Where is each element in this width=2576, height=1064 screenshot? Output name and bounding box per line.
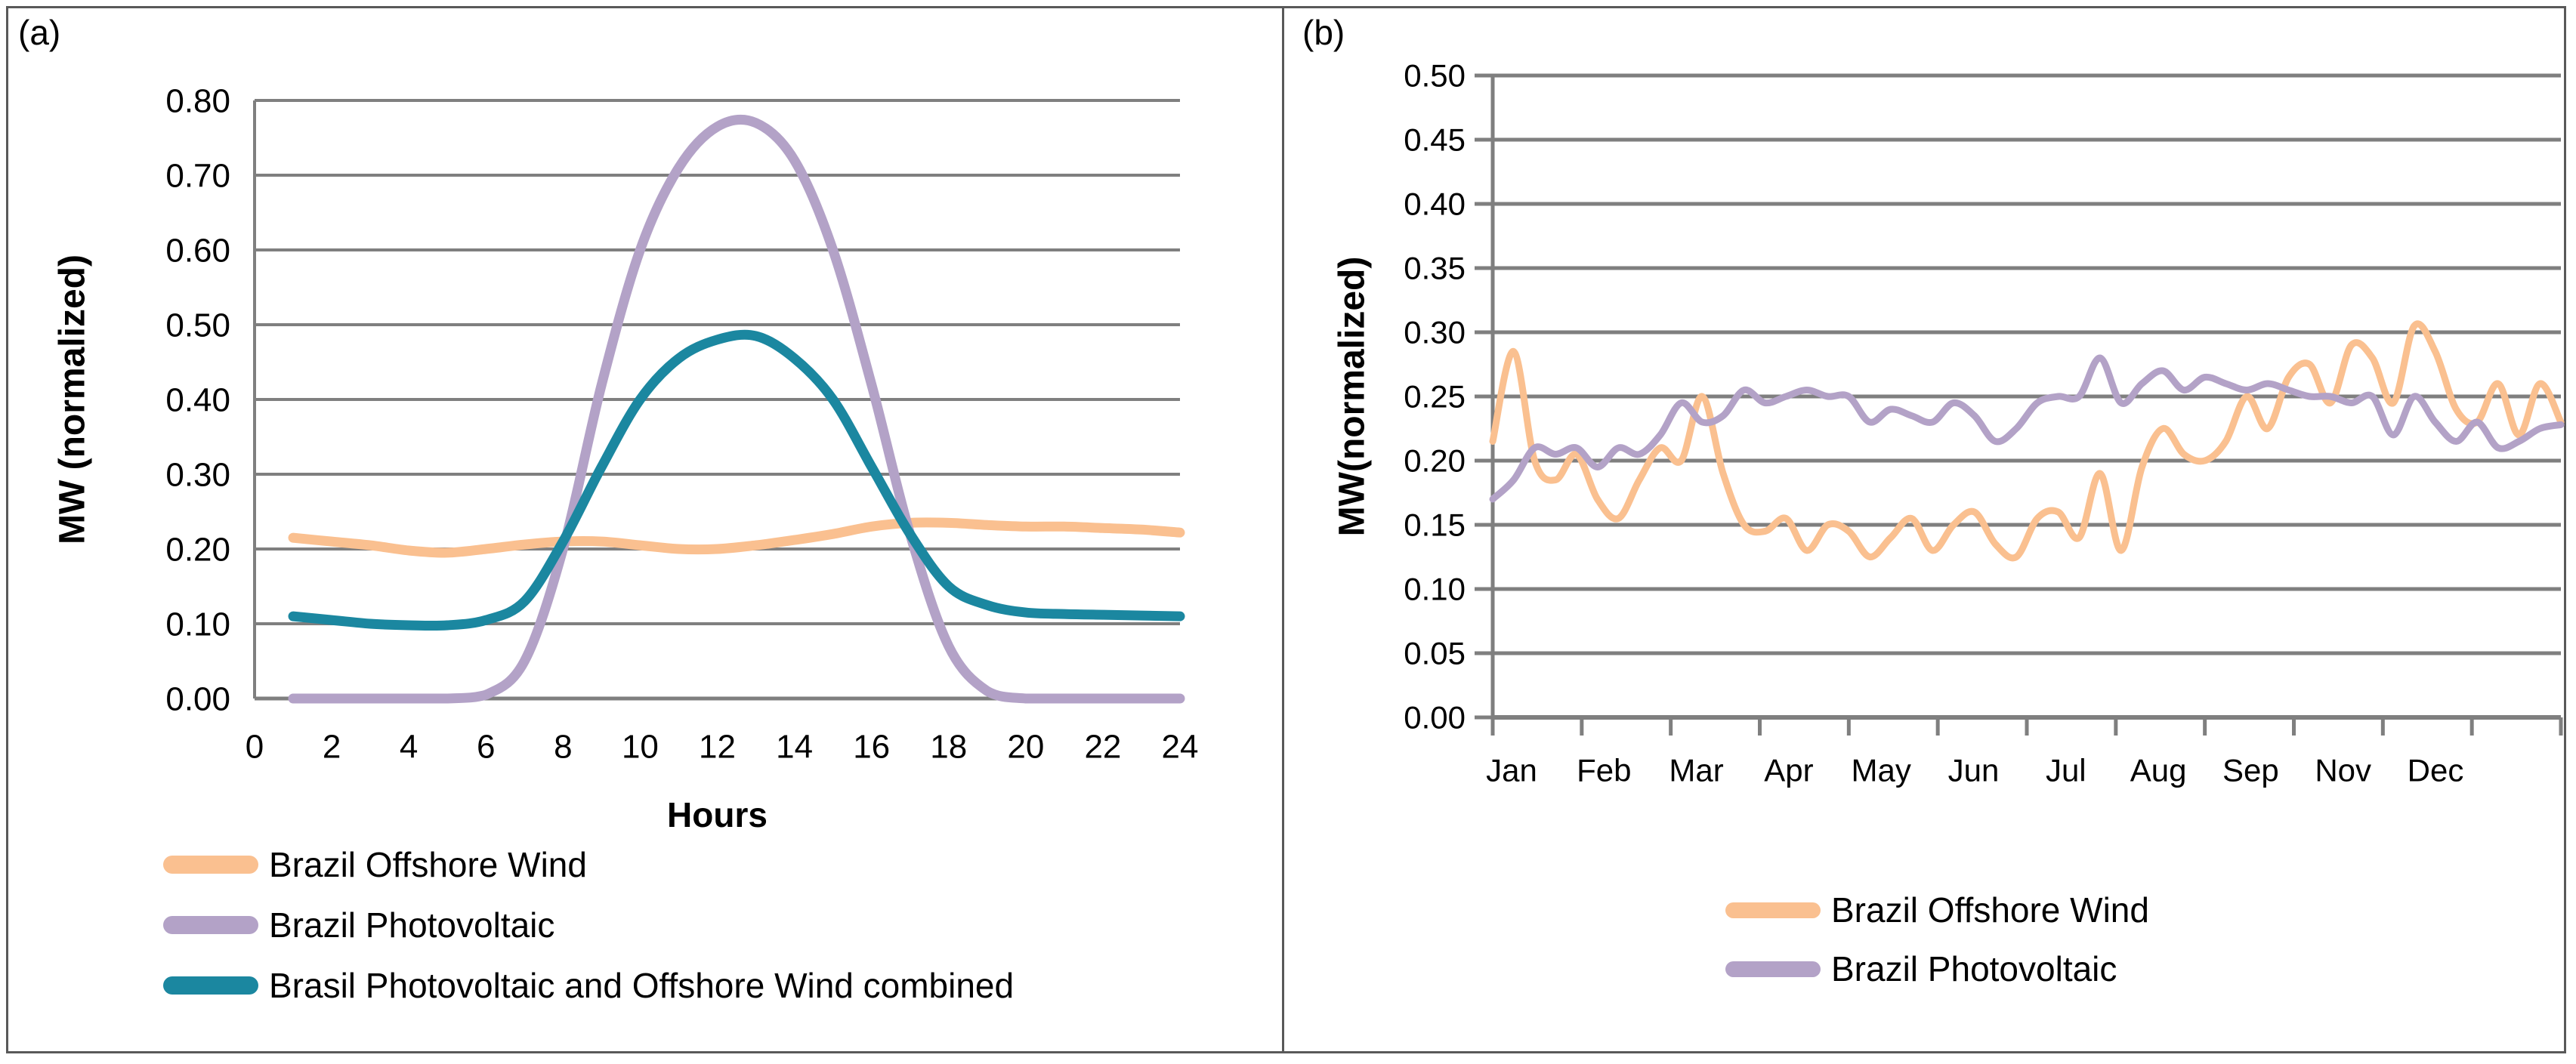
y-tick-label: 0.80 bbox=[165, 82, 230, 119]
x-tick-label: 4 bbox=[400, 728, 418, 765]
y-tick-label: 0.15 bbox=[1404, 507, 1466, 543]
figure-border bbox=[6, 6, 2566, 1053]
y-tick-label: 0.50 bbox=[165, 307, 230, 344]
legend-item: Brazil Offshore Wind bbox=[1725, 890, 2149, 930]
y-tick-label: 0.10 bbox=[1404, 572, 1466, 607]
legend-swatch bbox=[163, 856, 258, 874]
y-tick-label: 0.60 bbox=[165, 232, 230, 269]
panel-divider bbox=[1282, 6, 1284, 1053]
legend-label: Brazil Photovoltaic bbox=[269, 905, 555, 945]
chart-a-canvas: 0.800.700.600.500.400.300.200.100.000 2 4 6… bbox=[165, 82, 1199, 765]
panel-b-y-axis-title: MW(normalized) bbox=[1332, 256, 1373, 537]
x-tick-label: 8 bbox=[554, 728, 572, 765]
x-tick-label: Sep bbox=[2222, 753, 2279, 788]
panel-b-legend: Brazil Offshore Wind Brazil Photovoltaic bbox=[1725, 890, 2149, 989]
x-tick-label: Jan bbox=[1486, 753, 1537, 788]
x-tick-label: 12 bbox=[699, 728, 736, 765]
legend-item: Brasil Photovoltaic and Offshore Wind co… bbox=[163, 965, 1014, 1006]
y-tick-label: 0.30 bbox=[1404, 315, 1466, 350]
y-tick-label: 0.50 bbox=[1404, 58, 1466, 94]
x-tick-label: 10 bbox=[622, 728, 659, 765]
x-tick-label: Nov bbox=[2315, 753, 2371, 788]
x-tick-label: Mar bbox=[1669, 753, 1723, 788]
x-tick-label: Aug bbox=[2130, 753, 2187, 788]
x-tick-label: Jul bbox=[2046, 753, 2086, 788]
legend-swatch bbox=[163, 976, 258, 995]
x-tick-label: Apr bbox=[1764, 753, 1813, 788]
y-tick-label: 0.45 bbox=[1404, 122, 1466, 158]
y-tick-label: 0.30 bbox=[165, 456, 230, 493]
x-tick-label: Feb bbox=[1577, 753, 1631, 788]
x-tick-label: 0 bbox=[246, 728, 264, 765]
panel-a-tag: (a) bbox=[18, 13, 61, 52]
panel-a-legend: Brazil Offshore Wind Brazil Photovoltaic B… bbox=[163, 844, 1014, 1006]
y-tick-label: 0.00 bbox=[165, 680, 230, 717]
panel-a-x-axis-title: Hours bbox=[667, 795, 768, 834]
legend-swatch bbox=[163, 916, 258, 934]
x-tick-label: 24 bbox=[1162, 728, 1199, 765]
series-line-brazil-offshore-wind bbox=[288, 517, 1185, 558]
legend-label: Brasil Photovoltaic and Offshore Wind co… bbox=[269, 966, 1015, 1005]
y-tick-label: 0.70 bbox=[165, 157, 230, 194]
legend-label: Brazil Photovoltaic bbox=[1831, 949, 2117, 988]
x-tick-label: Dec bbox=[2408, 753, 2464, 788]
series-line-brazil-offshore-wind bbox=[1489, 320, 2565, 562]
x-tick-label: Jun bbox=[1948, 753, 2000, 788]
x-tick-label: 6 bbox=[477, 728, 495, 765]
panel-a-y-axis-title: MW (normalized) bbox=[52, 254, 93, 544]
y-tick-label: 0.10 bbox=[165, 606, 230, 643]
x-tick-label: 2 bbox=[323, 728, 341, 765]
legend-item: Brazil Offshore Wind bbox=[163, 844, 1014, 885]
chart-b-canvas: 0.50 0.45 0.40 0.35 0.30 0.25 0.20 0.15 0.10 0.05… bbox=[1404, 58, 2565, 788]
legend-item: Brazil Photovoltaic bbox=[1725, 948, 2149, 989]
legend-label: Brazil Offshore Wind bbox=[269, 845, 587, 884]
series-line-brasil-photovoltaic-and-offshore-wind-combined bbox=[288, 329, 1185, 631]
panel-b-tag: (b) bbox=[1302, 13, 1345, 52]
y-tick-label: 0.40 bbox=[1404, 187, 1466, 222]
y-tick-label: 0.00 bbox=[1404, 700, 1466, 736]
y-tick-label: 0.20 bbox=[1404, 443, 1466, 479]
legend-swatch bbox=[1725, 961, 1821, 977]
y-tick-label: 0.35 bbox=[1404, 251, 1466, 286]
x-tick-label: 20 bbox=[1007, 728, 1044, 765]
series-line-brazil-photovoltaic bbox=[1489, 354, 2565, 503]
y-tick-label: 0.05 bbox=[1404, 636, 1466, 671]
x-tick-label: 18 bbox=[930, 728, 967, 765]
legend-label: Brazil Offshore Wind bbox=[1831, 890, 2149, 930]
legend-swatch bbox=[1725, 902, 1821, 918]
legend-item: Brazil Photovoltaic bbox=[163, 905, 1014, 945]
x-tick-label: 16 bbox=[853, 728, 890, 765]
x-tick-label: May bbox=[1852, 753, 1911, 788]
y-tick-label: 0.40 bbox=[165, 381, 230, 418]
series-line-brazil-photovoltaic bbox=[288, 114, 1185, 704]
x-tick-label: 22 bbox=[1084, 728, 1121, 765]
x-tick-label: 14 bbox=[776, 728, 813, 765]
y-tick-label: 0.25 bbox=[1404, 379, 1466, 415]
y-tick-label: 0.20 bbox=[165, 531, 230, 568]
